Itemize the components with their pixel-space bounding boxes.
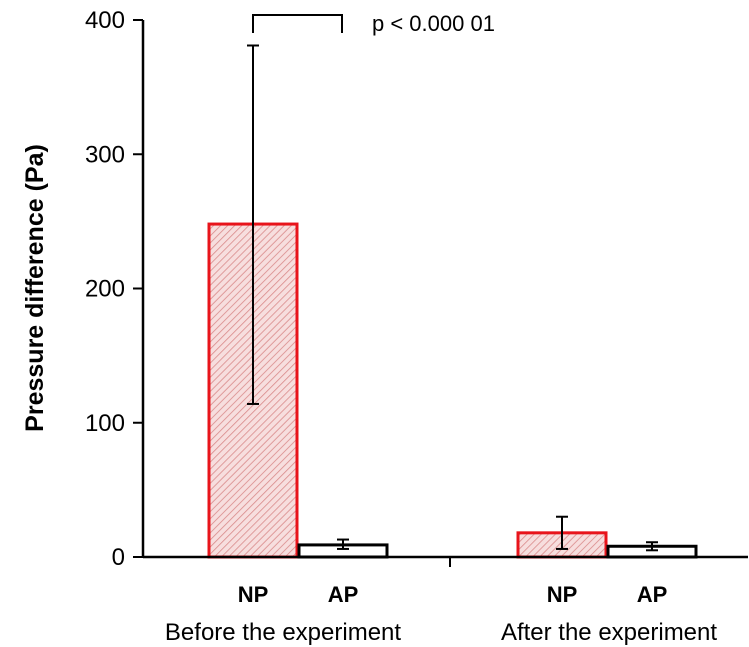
axes-layer: Pressure difference (Pa) [21, 20, 748, 567]
y-tick-label: 300 [85, 141, 125, 168]
significance-annotation: p < 0.000 01 [252, 11, 495, 36]
category-label-ap: AP [328, 582, 359, 607]
y-axis-title: Pressure difference (Pa) [21, 144, 49, 432]
category-label-ap: AP [637, 582, 668, 607]
significance-bracket [252, 14, 343, 33]
y-tick-label: 100 [85, 410, 125, 437]
y-tick-label: 200 [85, 276, 125, 303]
p-value-label: p < 0.000 01 [372, 11, 495, 36]
category-label-np: NP [238, 582, 269, 607]
group-label: Before the experiment [165, 619, 401, 646]
category-label-np: NP [547, 582, 578, 607]
labels-layer: NP AP Before the experiment NP AP After the e… [165, 582, 717, 646]
group-label: After the experiment [501, 619, 717, 646]
y-tick-label: 0 [112, 544, 125, 571]
ticks-layer: 0 100 200 300 400 [85, 7, 143, 571]
y-tick-label: 400 [85, 7, 125, 34]
bars-layer [207, 44, 698, 559]
